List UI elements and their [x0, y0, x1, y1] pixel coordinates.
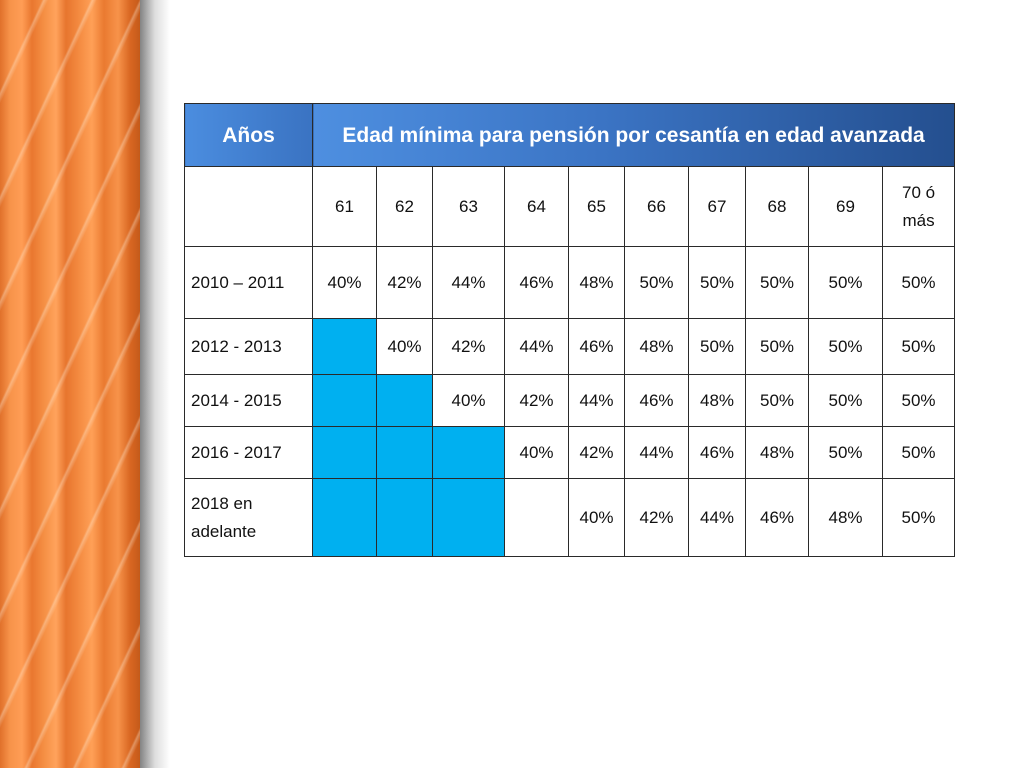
age-cell: 62 [376, 166, 433, 247]
percentage-cell: 40% [432, 374, 505, 427]
table-header-row: Años Edad mínima para pensión por cesant… [184, 103, 956, 167]
percentage-cell: 48% [624, 318, 689, 375]
percentage-cell: 50% [808, 318, 883, 375]
highlight-cell [376, 426, 433, 479]
percentage-cell: 42% [504, 374, 569, 427]
percentage-cell: 50% [688, 246, 746, 319]
percentage-cell: 44% [688, 478, 746, 557]
age-cell: 63 [432, 166, 505, 247]
percentage-cell: 50% [745, 318, 809, 375]
highlight-cell [376, 478, 433, 557]
percentage-cell: 48% [688, 374, 746, 427]
curtain-shadow [140, 0, 170, 768]
percentage-cell: 50% [745, 246, 809, 319]
percentage-cell: 50% [624, 246, 689, 319]
percentage-cell: 48% [808, 478, 883, 557]
percentage-cell: 50% [808, 374, 883, 427]
percentage-cell: 50% [808, 426, 883, 479]
percentage-cell: 50% [881, 374, 956, 427]
table-row: 2014 - 2015 40% 42% 44% 46% 48% 50% 50% 50% [184, 374, 956, 427]
percentage-cell: 50% [881, 426, 956, 479]
highlight-cell [312, 318, 377, 375]
percentage-cell: 40% [376, 318, 433, 375]
pension-age-table: Años Edad mínima para pensión por cesant… [184, 103, 956, 557]
ages-row-empty-cell [184, 166, 313, 247]
table-row: 2012 - 2013 40% 42% 44% 46% 48% 50% 50% 50% 50% [184, 318, 956, 375]
table-row: 2016 - 2017 40% 42% 44% 46% 48% 50% 50% [184, 426, 956, 479]
age-cell: 66 [624, 166, 689, 247]
percentage-cell: 46% [504, 246, 569, 319]
percentage-cell: 44% [568, 374, 625, 427]
percentage-cell: 42% [432, 318, 505, 375]
age-cell: 68 [745, 166, 809, 247]
percentage-cell: 48% [568, 246, 625, 319]
period-cell: 2018 en adelante [184, 478, 313, 557]
percentage-cell: 44% [624, 426, 689, 479]
ages-row: 61 62 63 64 65 66 67 68 69 70 ó más [184, 166, 956, 247]
period-cell: 2016 - 2017 [184, 426, 313, 479]
percentage-cell: 50% [745, 374, 809, 427]
age-cell: 67 [688, 166, 746, 247]
table-row: 2010 – 2011 40% 42% 44% 46% 48% 50% 50% 50% 50% 50… [184, 246, 956, 319]
percentage-cell [504, 478, 569, 557]
period-cell: 2014 - 2015 [184, 374, 313, 427]
percentage-cell: 50% [881, 478, 956, 557]
percentage-cell: 42% [624, 478, 689, 557]
highlight-cell [312, 478, 377, 557]
age-cell: 70 ó más [881, 166, 956, 247]
percentage-cell: 42% [376, 246, 433, 319]
period-cell: 2010 – 2011 [184, 246, 313, 319]
period-cell: 2012 - 2013 [184, 318, 313, 375]
percentage-cell: 44% [504, 318, 569, 375]
percentage-cell: 44% [432, 246, 505, 319]
percentage-cell: 50% [881, 318, 956, 375]
age-cell: 61 [312, 166, 377, 247]
percentage-cell: 40% [504, 426, 569, 479]
percentage-cell: 46% [688, 426, 746, 479]
highlight-cell [312, 426, 377, 479]
highlight-cell [376, 374, 433, 427]
age-cell: 69 [808, 166, 883, 247]
percentage-cell: 40% [312, 246, 377, 319]
percentage-cell: 46% [624, 374, 689, 427]
percentage-cell: 50% [688, 318, 746, 375]
orange-curtain-decoration [0, 0, 140, 768]
highlight-cell [432, 426, 505, 479]
percentage-cell: 40% [568, 478, 625, 557]
percentage-cell: 46% [745, 478, 809, 557]
header-title: Edad mínima para pensión por cesantía en… [311, 103, 956, 167]
highlight-cell [312, 374, 377, 427]
age-cell: 64 [504, 166, 569, 247]
percentage-cell: 46% [568, 318, 625, 375]
percentage-cell: 48% [745, 426, 809, 479]
percentage-cell: 50% [881, 246, 956, 319]
percentage-cell: 50% [808, 246, 883, 319]
table-row: 2018 en adelante 40% 42% 44% 46% 48% 50% [184, 478, 956, 557]
highlight-cell [432, 478, 505, 557]
age-cell: 65 [568, 166, 625, 247]
percentage-cell: 42% [568, 426, 625, 479]
header-years: Años [184, 103, 313, 167]
